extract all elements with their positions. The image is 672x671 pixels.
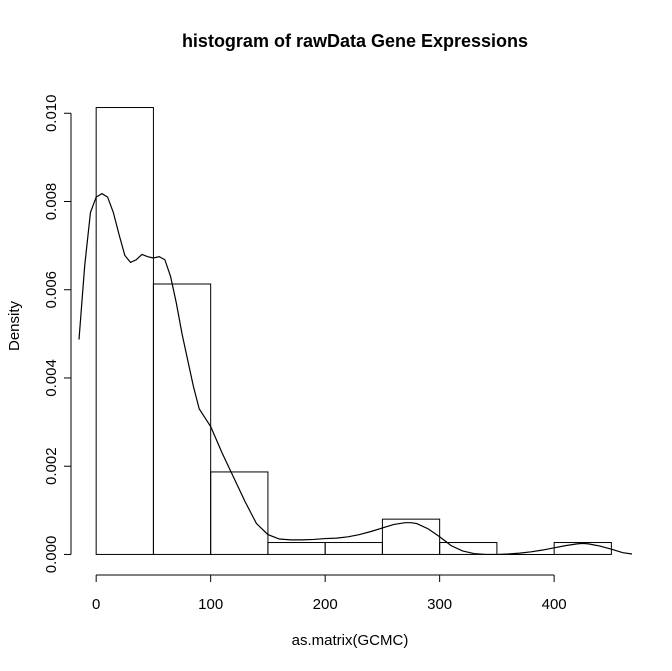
histogram-bar-1 bbox=[152, 283, 212, 555]
y-tick-label: 0.010 bbox=[43, 94, 60, 132]
x-tick-label: 300 bbox=[427, 596, 452, 613]
x-tick-label: 0 bbox=[92, 596, 100, 613]
histogram-bar-2 bbox=[210, 471, 269, 555]
x-axis: 0 100 200 300 400 bbox=[92, 574, 567, 613]
histogram-bar-0 bbox=[95, 107, 154, 555]
histogram-bar-3 bbox=[267, 542, 326, 555]
y-tick-label: 0.002 bbox=[43, 447, 60, 485]
density-curve bbox=[78, 192, 633, 556]
x-tick-label: 400 bbox=[542, 596, 567, 613]
y-axis: 0.000 0.002 0.004 0.006 0.008 0.010 bbox=[43, 94, 72, 574]
y-tick-label: 0.008 bbox=[43, 183, 60, 221]
histogram-bar-6 bbox=[439, 542, 498, 555]
histogram-bars bbox=[95, 107, 612, 555]
x-tick-label: 200 bbox=[313, 596, 338, 613]
y-tick-label: 0.004 bbox=[43, 359, 60, 397]
histogram-bar-8 bbox=[553, 542, 612, 555]
histogram-bar-4 bbox=[324, 542, 383, 555]
y-axis-label: Density bbox=[6, 300, 23, 351]
x-axis-label: as.matrix(GCMC) bbox=[292, 632, 409, 649]
histogram-bar-5 bbox=[381, 518, 441, 555]
x-tick-label: 100 bbox=[198, 596, 223, 613]
chart-title: histogram of rawData Gene Expressions bbox=[182, 31, 528, 51]
y-tick-label: 0.000 bbox=[43, 536, 60, 574]
y-tick-label: 0.006 bbox=[43, 271, 60, 309]
